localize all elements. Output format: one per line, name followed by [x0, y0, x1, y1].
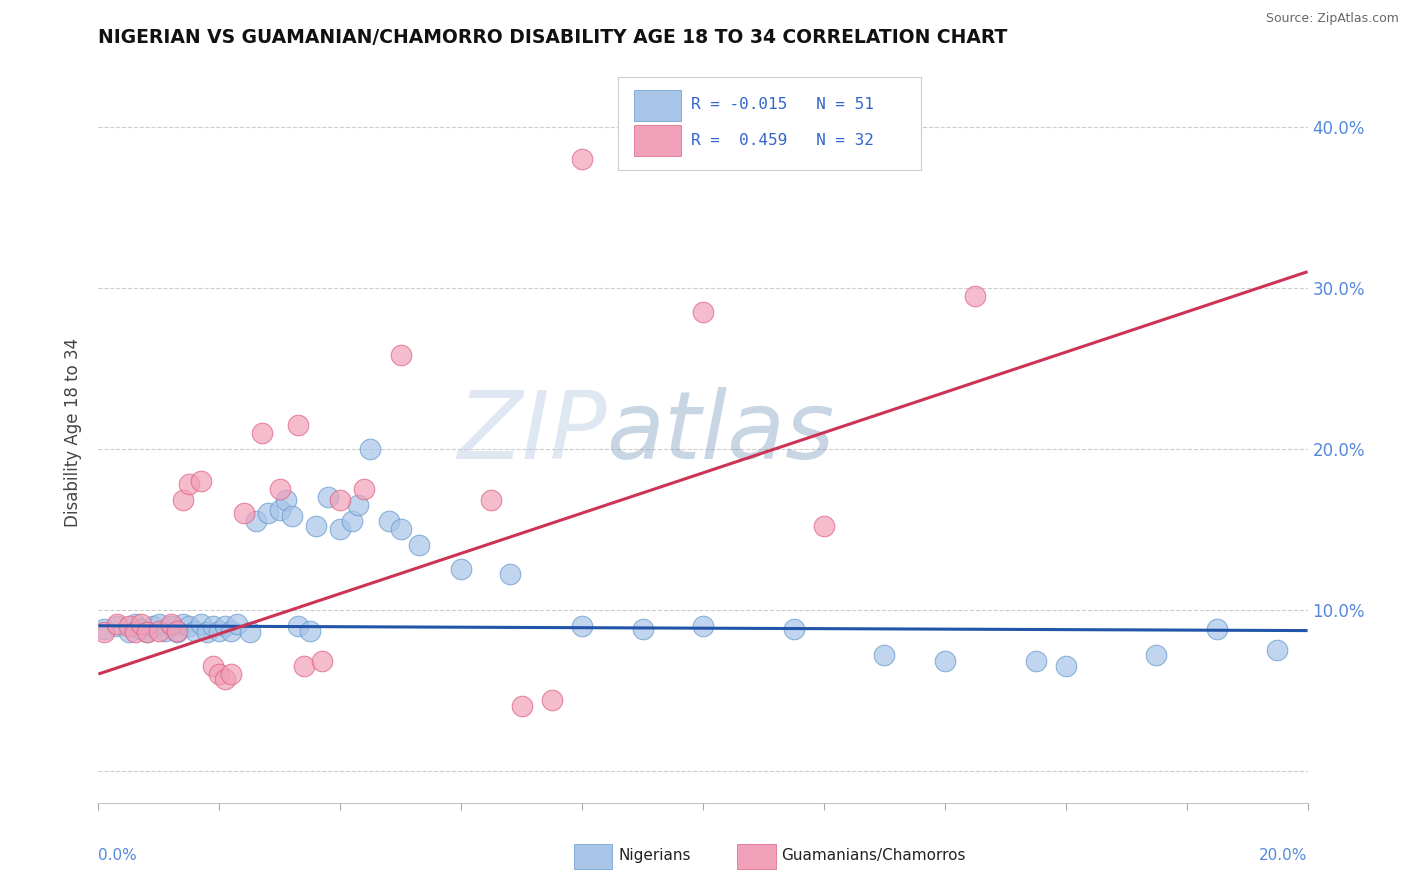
Point — [329, 493, 352, 508]
Point — [202, 619, 225, 633]
Point — [571, 152, 593, 166]
Point — [287, 619, 309, 633]
Text: ZIP: ZIP — [457, 387, 606, 478]
Point — [571, 619, 593, 633]
Point — [1144, 648, 1167, 662]
Point — [250, 425, 273, 440]
Point — [510, 699, 533, 714]
Text: NIGERIAN VS GUAMANIAN/CHAMORRO DISABILITY AGE 18 TO 34 CORRELATION CHART: NIGERIAN VS GUAMANIAN/CHAMORRO DISABILIT… — [98, 28, 1008, 47]
Point — [342, 514, 364, 528]
Point — [813, 519, 835, 533]
Point — [105, 619, 128, 633]
Point — [389, 348, 412, 362]
Point — [135, 625, 157, 640]
FancyBboxPatch shape — [737, 844, 776, 869]
Point — [256, 506, 278, 520]
Point — [316, 490, 339, 504]
FancyBboxPatch shape — [634, 90, 682, 121]
Point — [118, 619, 141, 633]
Point — [208, 667, 231, 681]
Point — [214, 672, 236, 686]
Point — [347, 498, 370, 512]
Text: Source: ZipAtlas.com: Source: ZipAtlas.com — [1265, 12, 1399, 25]
Point — [269, 482, 291, 496]
Point — [190, 474, 212, 488]
Point — [274, 493, 297, 508]
Point — [360, 442, 382, 456]
Point — [166, 624, 188, 638]
Point — [190, 617, 212, 632]
Point — [692, 305, 714, 319]
Text: R = -0.015   N = 51: R = -0.015 N = 51 — [690, 97, 873, 112]
Point — [172, 617, 194, 632]
FancyBboxPatch shape — [574, 844, 613, 869]
Point — [184, 624, 207, 638]
Point — [299, 624, 322, 638]
Point — [135, 625, 157, 640]
Point — [195, 625, 218, 640]
Point — [148, 617, 170, 632]
Point — [179, 619, 201, 633]
Point — [214, 619, 236, 633]
Text: 0.0%: 0.0% — [98, 848, 138, 863]
Point — [179, 477, 201, 491]
Point — [408, 538, 430, 552]
Point — [172, 493, 194, 508]
Point — [540, 693, 562, 707]
Point — [1267, 643, 1289, 657]
Point — [208, 624, 231, 638]
Point — [129, 617, 152, 632]
Point — [129, 622, 152, 636]
Point — [221, 667, 243, 681]
Point — [245, 514, 267, 528]
Point — [166, 625, 188, 640]
Point — [311, 654, 333, 668]
Point — [148, 624, 170, 638]
Point — [226, 617, 249, 632]
Point — [873, 648, 896, 662]
Point — [1024, 654, 1046, 668]
Point — [153, 624, 176, 638]
Point — [377, 514, 399, 528]
Text: atlas: atlas — [606, 387, 835, 478]
Point — [305, 519, 328, 533]
Point — [329, 522, 352, 536]
Point — [142, 619, 165, 633]
Point — [124, 617, 146, 632]
Point — [1054, 659, 1077, 673]
Point — [118, 625, 141, 640]
Point — [124, 625, 146, 640]
Point — [481, 493, 503, 508]
Point — [160, 619, 183, 633]
Point — [292, 659, 315, 673]
Point — [221, 624, 243, 638]
Point — [783, 622, 806, 636]
Point — [965, 289, 987, 303]
Point — [934, 654, 956, 668]
Point — [93, 622, 115, 636]
Text: 20.0%: 20.0% — [1260, 848, 1308, 863]
Point — [105, 617, 128, 632]
Point — [93, 625, 115, 640]
Point — [287, 417, 309, 432]
Point — [353, 482, 375, 496]
Point — [232, 506, 254, 520]
Point — [269, 503, 291, 517]
Point — [239, 625, 262, 640]
Point — [631, 622, 654, 636]
Text: R =  0.459   N = 32: R = 0.459 N = 32 — [690, 133, 873, 148]
Point — [281, 509, 304, 524]
Point — [450, 562, 472, 576]
Text: Nigerians: Nigerians — [619, 848, 690, 863]
Text: Guamanians/Chamorros: Guamanians/Chamorros — [782, 848, 966, 863]
Point — [692, 619, 714, 633]
Point — [389, 522, 412, 536]
Point — [1206, 622, 1229, 636]
Point — [160, 617, 183, 632]
Point — [498, 567, 520, 582]
FancyBboxPatch shape — [634, 126, 682, 156]
Y-axis label: Disability Age 18 to 34: Disability Age 18 to 34 — [65, 338, 83, 527]
FancyBboxPatch shape — [619, 78, 921, 169]
Point — [202, 659, 225, 673]
